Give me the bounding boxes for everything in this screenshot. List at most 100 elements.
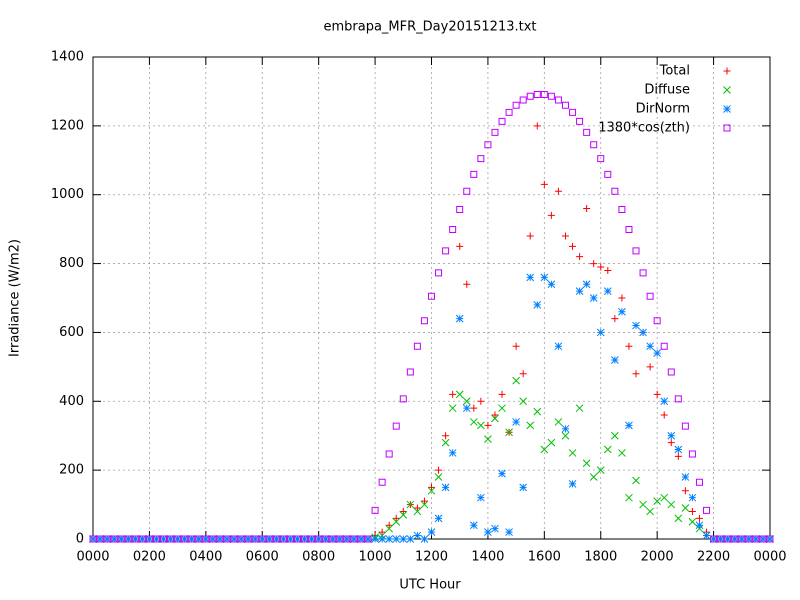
x-tick-label: 0400 bbox=[189, 550, 222, 565]
point bbox=[653, 317, 661, 325]
point bbox=[336, 535, 344, 543]
point bbox=[589, 294, 598, 302]
point bbox=[590, 260, 598, 268]
point bbox=[625, 421, 633, 430]
point bbox=[399, 395, 407, 403]
point bbox=[491, 414, 499, 423]
point bbox=[89, 535, 97, 543]
point bbox=[639, 269, 647, 277]
point bbox=[716, 535, 725, 543]
point bbox=[195, 535, 203, 543]
point bbox=[378, 528, 386, 536]
point bbox=[145, 535, 153, 543]
point bbox=[766, 535, 774, 543]
point bbox=[702, 531, 711, 540]
point bbox=[611, 431, 619, 440]
point bbox=[674, 452, 682, 460]
point bbox=[435, 466, 443, 474]
point bbox=[131, 535, 139, 543]
point bbox=[441, 483, 450, 492]
point bbox=[448, 404, 457, 413]
point bbox=[498, 117, 506, 125]
point bbox=[455, 314, 464, 323]
point bbox=[420, 500, 429, 509]
y-tick-label: 200 bbox=[59, 463, 84, 478]
point bbox=[392, 517, 401, 526]
point bbox=[596, 466, 605, 474]
point bbox=[723, 535, 732, 543]
y-tick-label: 600 bbox=[59, 325, 84, 340]
point bbox=[413, 342, 421, 350]
point bbox=[576, 117, 584, 125]
point bbox=[540, 273, 549, 282]
point bbox=[597, 155, 605, 163]
point bbox=[117, 535, 125, 543]
point bbox=[667, 439, 675, 447]
point bbox=[597, 263, 605, 271]
point bbox=[335, 535, 344, 543]
point bbox=[505, 428, 513, 437]
point bbox=[166, 535, 175, 543]
point bbox=[251, 535, 260, 543]
point bbox=[427, 486, 436, 495]
point bbox=[519, 483, 528, 492]
point bbox=[583, 204, 591, 212]
point bbox=[590, 141, 598, 149]
point bbox=[660, 397, 669, 406]
y-tick-label: 1200 bbox=[51, 118, 84, 133]
point bbox=[632, 370, 640, 378]
point bbox=[589, 473, 598, 481]
point bbox=[152, 535, 160, 543]
point bbox=[526, 273, 535, 282]
point bbox=[710, 535, 718, 543]
point bbox=[216, 535, 224, 543]
point bbox=[681, 504, 690, 512]
point bbox=[117, 535, 126, 543]
point bbox=[181, 535, 189, 543]
point bbox=[533, 407, 542, 416]
point bbox=[413, 531, 422, 540]
point bbox=[731, 535, 739, 543]
point bbox=[575, 287, 584, 295]
point bbox=[596, 328, 605, 337]
point bbox=[167, 535, 175, 543]
point bbox=[279, 535, 288, 543]
x-tick-label: 1200 bbox=[415, 550, 448, 565]
legend-marker bbox=[723, 105, 731, 113]
point bbox=[138, 535, 146, 543]
legend-label: DirNorm bbox=[636, 102, 690, 117]
point bbox=[576, 253, 584, 261]
point bbox=[512, 418, 520, 426]
point bbox=[385, 521, 393, 529]
point bbox=[350, 535, 358, 543]
x-tick-label: 1800 bbox=[584, 550, 617, 565]
point bbox=[427, 528, 436, 536]
point bbox=[428, 292, 435, 300]
point bbox=[160, 535, 168, 543]
x-tick-label: 0800 bbox=[302, 550, 335, 565]
point bbox=[138, 535, 147, 543]
point bbox=[300, 535, 309, 543]
point bbox=[498, 404, 506, 413]
series-3 bbox=[89, 91, 774, 543]
point bbox=[406, 500, 415, 509]
point bbox=[343, 535, 351, 543]
point bbox=[703, 506, 711, 514]
point bbox=[244, 535, 252, 543]
point bbox=[435, 269, 443, 277]
point bbox=[603, 445, 612, 454]
point bbox=[286, 535, 294, 543]
point bbox=[442, 247, 450, 255]
x-tick-label: 0000 bbox=[76, 550, 109, 565]
point bbox=[201, 535, 210, 543]
point bbox=[294, 535, 302, 543]
point bbox=[378, 535, 386, 543]
point bbox=[611, 315, 619, 323]
point bbox=[632, 247, 640, 255]
point bbox=[209, 535, 217, 543]
point bbox=[279, 535, 287, 543]
y-tick-label: 1000 bbox=[51, 187, 84, 202]
point bbox=[110, 535, 119, 543]
point bbox=[484, 141, 492, 149]
point bbox=[625, 493, 633, 502]
